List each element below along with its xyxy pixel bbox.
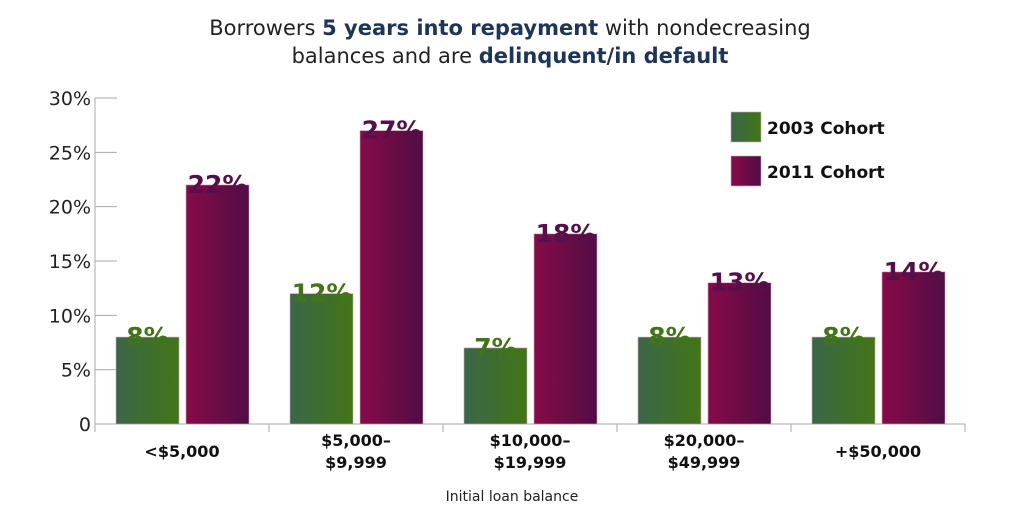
y-tick-label: 0 bbox=[79, 414, 91, 436]
x-category-label: $19,999 bbox=[494, 453, 567, 472]
bar-2003-cohort bbox=[637, 336, 702, 425]
bar-2003-cohort bbox=[289, 293, 354, 425]
title-part: Borrowers bbox=[209, 16, 323, 40]
bar-2011-cohort bbox=[533, 233, 598, 425]
bar-2003-cohort bbox=[811, 336, 876, 425]
title-part: balances and are bbox=[291, 44, 479, 68]
x-category-label: $10,000– bbox=[490, 431, 571, 450]
title-part: delinquent/in default bbox=[478, 44, 729, 68]
data-label: 8% bbox=[648, 322, 690, 351]
data-label: 8% bbox=[126, 322, 168, 351]
x-category-label: $9,999 bbox=[325, 453, 387, 472]
data-label: 7% bbox=[474, 333, 516, 362]
bar-2003-cohort bbox=[115, 336, 180, 425]
data-label: 13% bbox=[710, 268, 770, 297]
x-axis-title: Initial loan balance bbox=[446, 489, 579, 505]
legend-swatch bbox=[730, 111, 762, 143]
data-label: 22% bbox=[188, 170, 248, 199]
x-category-label: $20,000– bbox=[664, 431, 745, 450]
data-label: 14% bbox=[884, 257, 944, 286]
data-label: 18% bbox=[536, 219, 596, 248]
bar-2011-cohort bbox=[881, 271, 946, 425]
data-label: 8% bbox=[822, 322, 864, 351]
title-part: with nondecreasing bbox=[598, 16, 811, 40]
legend-swatch bbox=[730, 155, 762, 187]
x-category-label: <$5,000 bbox=[144, 442, 219, 461]
y-tick-label: 15% bbox=[49, 251, 91, 273]
y-tick-label: 10% bbox=[49, 305, 91, 327]
x-category-label: $49,999 bbox=[668, 453, 741, 472]
chart-title: Borrowers 5 years into repayment with no… bbox=[0, 14, 1020, 70]
bar-2011-cohort bbox=[359, 130, 424, 425]
y-tick-label: 20% bbox=[49, 197, 91, 219]
legend-label: 2011 Cohort bbox=[767, 163, 885, 183]
bar-2011-cohort bbox=[707, 282, 772, 425]
legend-label: 2003 Cohort bbox=[767, 119, 885, 139]
data-label: 27% bbox=[362, 116, 422, 145]
x-category-label: $5,000– bbox=[321, 431, 391, 450]
x-category-label: +$50,000 bbox=[835, 442, 921, 461]
y-tick-label: 5% bbox=[61, 360, 91, 382]
y-tick-label: 25% bbox=[49, 142, 91, 164]
bar-2011-cohort bbox=[185, 184, 250, 425]
title-part: 5 years into repayment bbox=[322, 16, 599, 40]
bar-2003-cohort bbox=[463, 347, 528, 425]
y-tick-label: 30% bbox=[49, 88, 91, 110]
data-label: 12% bbox=[292, 279, 352, 308]
